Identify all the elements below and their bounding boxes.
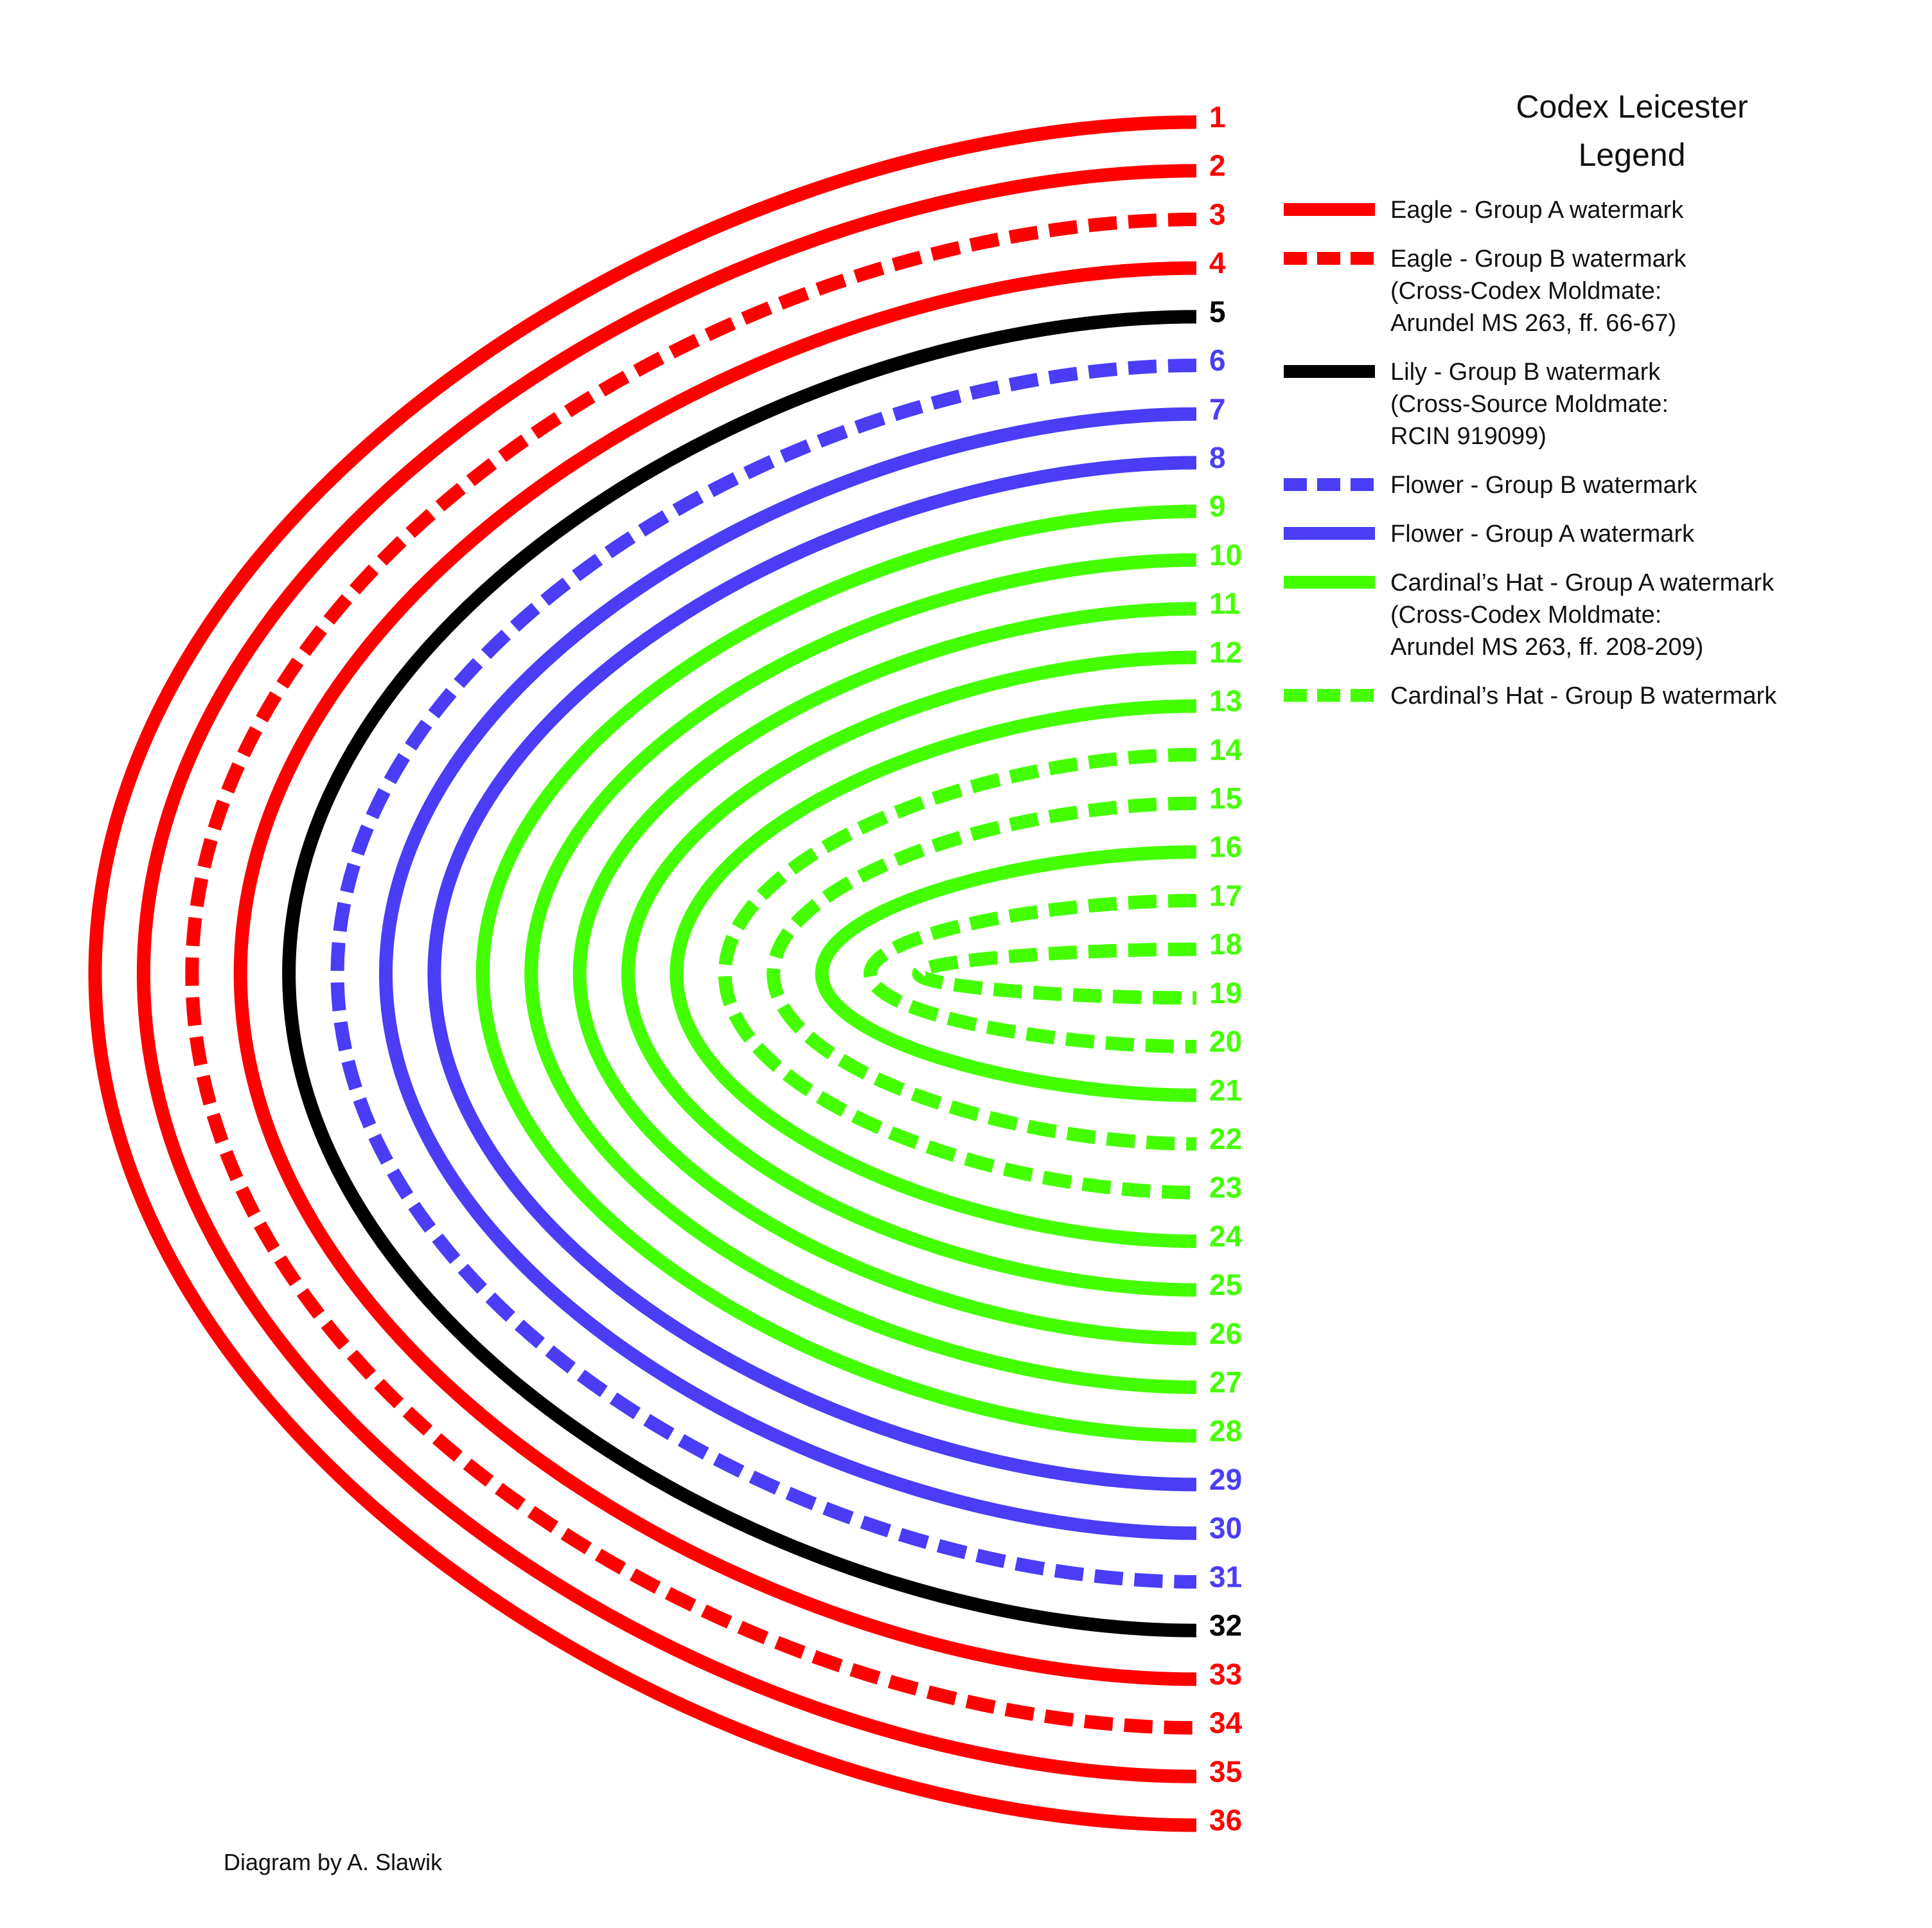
- leaf-number-30: 30: [1209, 1512, 1242, 1545]
- leaf-number-19: 19: [1209, 976, 1242, 1010]
- leaf-number-25: 25: [1209, 1268, 1242, 1301]
- leaf-number-12: 12: [1209, 636, 1242, 669]
- bifolium-arc-12-25: [621, 650, 1197, 1297]
- leaf-number-22: 22: [1209, 1122, 1242, 1156]
- legend-title-line2: Legend: [1579, 137, 1686, 173]
- leaf-number-29: 29: [1209, 1463, 1242, 1496]
- bifolium-arc-7-30: [378, 407, 1197, 1540]
- bifolium-arc-11-26: [572, 602, 1197, 1346]
- leaf-number-3: 3: [1209, 197, 1226, 231]
- legend-label-2-line-1: Eagle - Group B watermark: [1390, 245, 1687, 272]
- legend-label-2-line-3: Arundel MS 263, ff. 66-67): [1390, 310, 1676, 337]
- legend-label-7-line-1: Cardinal’s Hat - Group B watermark: [1390, 683, 1777, 710]
- bifolium-arc-10-27: [524, 553, 1197, 1395]
- legend: Codex Leicester Legend Eagle - Group A w…: [1284, 89, 1777, 710]
- leaf-number-11: 11: [1209, 587, 1241, 620]
- bifolium-arc-16-21: [815, 845, 1197, 1102]
- diagram-credit: Diagram by A. Slawik: [224, 1849, 443, 1875]
- bifolium-arc-2-35: [136, 164, 1197, 1783]
- legend-label-1-line-1: Eagle - Group A watermark: [1390, 197, 1684, 224]
- bifolium-arc-4-33: [233, 261, 1197, 1686]
- leaf-numbers: 1234567891011121314151617181920212223242…: [1209, 100, 1243, 1837]
- leaf-number-26: 26: [1209, 1317, 1242, 1350]
- legend-label-3-line-1: Lily - Group B watermark: [1390, 359, 1661, 386]
- leaf-number-28: 28: [1209, 1414, 1242, 1447]
- bifolium-arc-15-22: [767, 796, 1197, 1151]
- bifolium-arc-17-20: [864, 893, 1197, 1054]
- legend-label-4-line-1: Flower - Group B watermark: [1390, 472, 1697, 499]
- leaf-number-8: 8: [1209, 441, 1226, 474]
- bifolium-arcs: [88, 115, 1197, 1832]
- leaf-number-9: 9: [1209, 490, 1226, 523]
- leaf-number-13: 13: [1209, 684, 1242, 718]
- leaf-number-20: 20: [1209, 1025, 1242, 1058]
- leaf-number-24: 24: [1209, 1219, 1243, 1253]
- bifolium-arc-9-28: [475, 504, 1197, 1443]
- bifolium-arc-3-34: [185, 212, 1197, 1735]
- legend-label-6-line-1: Cardinal’s Hat - Group A watermark: [1390, 569, 1775, 596]
- leaf-number-34: 34: [1209, 1706, 1243, 1740]
- legend-label-5-line-1: Flower - Group A watermark: [1390, 521, 1695, 548]
- leaf-number-7: 7: [1209, 392, 1226, 425]
- legend-label-6-line-3: Arundel MS 263, ff. 208-209): [1390, 634, 1703, 661]
- leaf-number-36: 36: [1209, 1803, 1242, 1837]
- legend-label-6-line-2: (Cross-Codex Moldmate:: [1390, 602, 1662, 629]
- bifolium-arc-5-32: [282, 310, 1197, 1638]
- legend-label-3-line-2: (Cross-Source Moldmate:: [1390, 391, 1669, 418]
- leaf-number-4: 4: [1209, 246, 1226, 280]
- bifolium-arc-6-31: [330, 359, 1197, 1589]
- leaf-number-14: 14: [1209, 733, 1243, 766]
- bifolium-arc-14-23: [718, 747, 1197, 1200]
- bifolium-arc-1-36: [88, 115, 1197, 1832]
- legend-label-3-line-3: RCIN 919099): [1390, 423, 1546, 450]
- leaf-number-10: 10: [1209, 538, 1242, 571]
- leaf-number-31: 31: [1209, 1560, 1242, 1593]
- leaf-number-1: 1: [1209, 100, 1226, 134]
- leaf-number-23: 23: [1209, 1171, 1242, 1204]
- bifolium-arc-8-29: [427, 456, 1197, 1492]
- leaf-number-18: 18: [1209, 927, 1242, 961]
- leaf-number-16: 16: [1209, 830, 1242, 864]
- leaf-number-32: 32: [1209, 1609, 1242, 1642]
- legend-title-line1: Codex Leicester: [1516, 89, 1748, 125]
- leaf-number-17: 17: [1209, 879, 1242, 912]
- legend-label-2-line-2: (Cross-Codex Moldmate:: [1390, 278, 1662, 305]
- bifolium-arc-18-19: [912, 942, 1197, 1005]
- leaf-number-27: 27: [1209, 1366, 1242, 1399]
- leaf-number-6: 6: [1209, 344, 1226, 377]
- leaf-number-2: 2: [1209, 149, 1226, 183]
- legend-items: Eagle - Group A watermark Eagle - Group B…: [1284, 197, 1777, 710]
- leaf-number-21: 21: [1209, 1073, 1242, 1107]
- leaf-number-33: 33: [1209, 1657, 1242, 1691]
- bifolium-arc-13-24: [669, 699, 1197, 1248]
- leaf-number-15: 15: [1209, 781, 1242, 815]
- leaf-number-5: 5: [1209, 295, 1226, 328]
- leaf-number-35: 35: [1209, 1754, 1242, 1788]
